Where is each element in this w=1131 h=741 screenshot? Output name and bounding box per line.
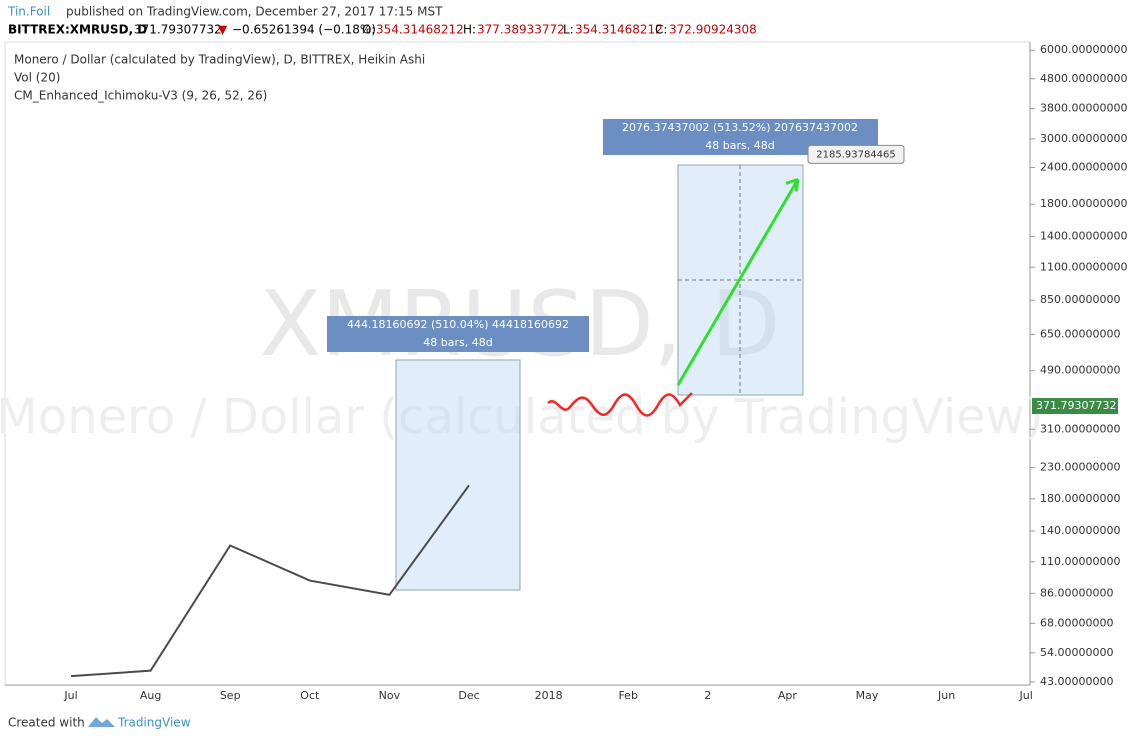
y-tick-label: 6000.00000000 [1040,43,1127,56]
y-tick-label: 68.00000000 [1040,616,1113,629]
y-tick-label: 3000.00000000 [1040,132,1127,145]
x-tick-label: Nov [379,689,401,702]
y-tick-label: 850.00000000 [1040,293,1120,306]
down-arrow: ▼ [218,23,228,37]
y-tick-label: 140.00000000 [1040,524,1120,537]
measure-box [395,359,521,591]
watermark-sub: Monero / Dollar (calculated by TradingVi… [0,389,1044,445]
indicator: CM_Enhanced_Ichimoku-V3 (9, 26, 52, 26) [14,89,267,103]
last-price-box [1032,398,1118,415]
x-tick-label: Jul [63,689,77,702]
footer-brand[interactable]: TradingView [117,716,191,730]
measure-text: 444.18160692 (510.04%) 44418160692 [347,318,569,331]
x-tick-label: Feb [618,689,637,702]
footer-created: Created with [8,716,85,730]
arrow-head [785,177,800,192]
measure-bars: 48 bars, 48d [423,336,492,349]
x-tick-label: 2 [704,689,711,702]
published: published on TradingView.com, December 2… [66,5,443,19]
x-tick-label: 2018 [535,689,563,702]
x-tick-label: Oct [300,689,320,702]
price-line [70,484,470,678]
logo [88,717,115,727]
l: 354.31468212 [575,23,663,37]
y-tick-label: 4800.00000000 [1040,72,1127,85]
measure-bars: 48 bars, 48d [705,139,774,152]
projection-wave [547,392,693,417]
projection-arrow [676,178,800,386]
c: 372.90924308 [669,23,757,37]
x-tick-label: May [856,689,879,702]
y-tick-label: 2400.00000000 [1040,160,1127,173]
change: −0.65261394 (−0.18%) [232,23,376,37]
y-tick-label: 54.00000000 [1040,646,1113,659]
y-tick-label: 310.00000000 [1040,422,1120,435]
y-tick-label: 3800.00000000 [1040,102,1127,115]
c-label: C: [655,23,667,37]
h-label: H: [463,23,476,37]
h: 377.38933772 [477,23,565,37]
y-tick-label: 1400.00000000 [1040,229,1127,242]
author[interactable]: Tin.Foil [7,5,50,19]
y-tick-label: 1800.00000000 [1040,197,1127,210]
last: 371.79307732 [134,23,222,37]
target-box [807,144,905,164]
x-tick-label: Aug [140,689,161,702]
x-tick-label: Dec [458,689,479,702]
l-label: L: [563,23,574,37]
indicator: Vol (20) [14,71,60,85]
measure-text: 2076.37437002 (513.52%) 207637437002 [622,121,858,134]
chart-title: Monero / Dollar (calculated by TradingVi… [14,53,425,67]
y-tick-label: 490.00000000 [1040,364,1120,377]
y-tick-label: 110.00000000 [1040,555,1120,568]
x-tick-label: Jun [937,689,955,702]
o: 354.31468212 [376,23,464,37]
last-price-label: 371.79307732 [1036,399,1116,412]
o-label: O: [362,23,375,37]
measure-label-box [327,316,589,352]
y-tick-label: 180.00000000 [1040,492,1120,505]
y-tick-label: 650.00000000 [1040,328,1120,341]
target-label: 2185.93784465 [816,149,896,160]
y-tick-label: 86.00000000 [1040,586,1113,599]
x-tick-label: Jul [1019,689,1033,702]
symbol: BITTREX:XMRUSD, D [8,23,147,37]
y-tick-label: 1100.00000000 [1040,260,1127,273]
y-tick-label: 43.00000000 [1040,675,1113,688]
y-tick-label: 230.00000000 [1040,460,1120,473]
x-tick-label: Apr [778,689,798,702]
x-tick-label: Sep [220,689,241,702]
